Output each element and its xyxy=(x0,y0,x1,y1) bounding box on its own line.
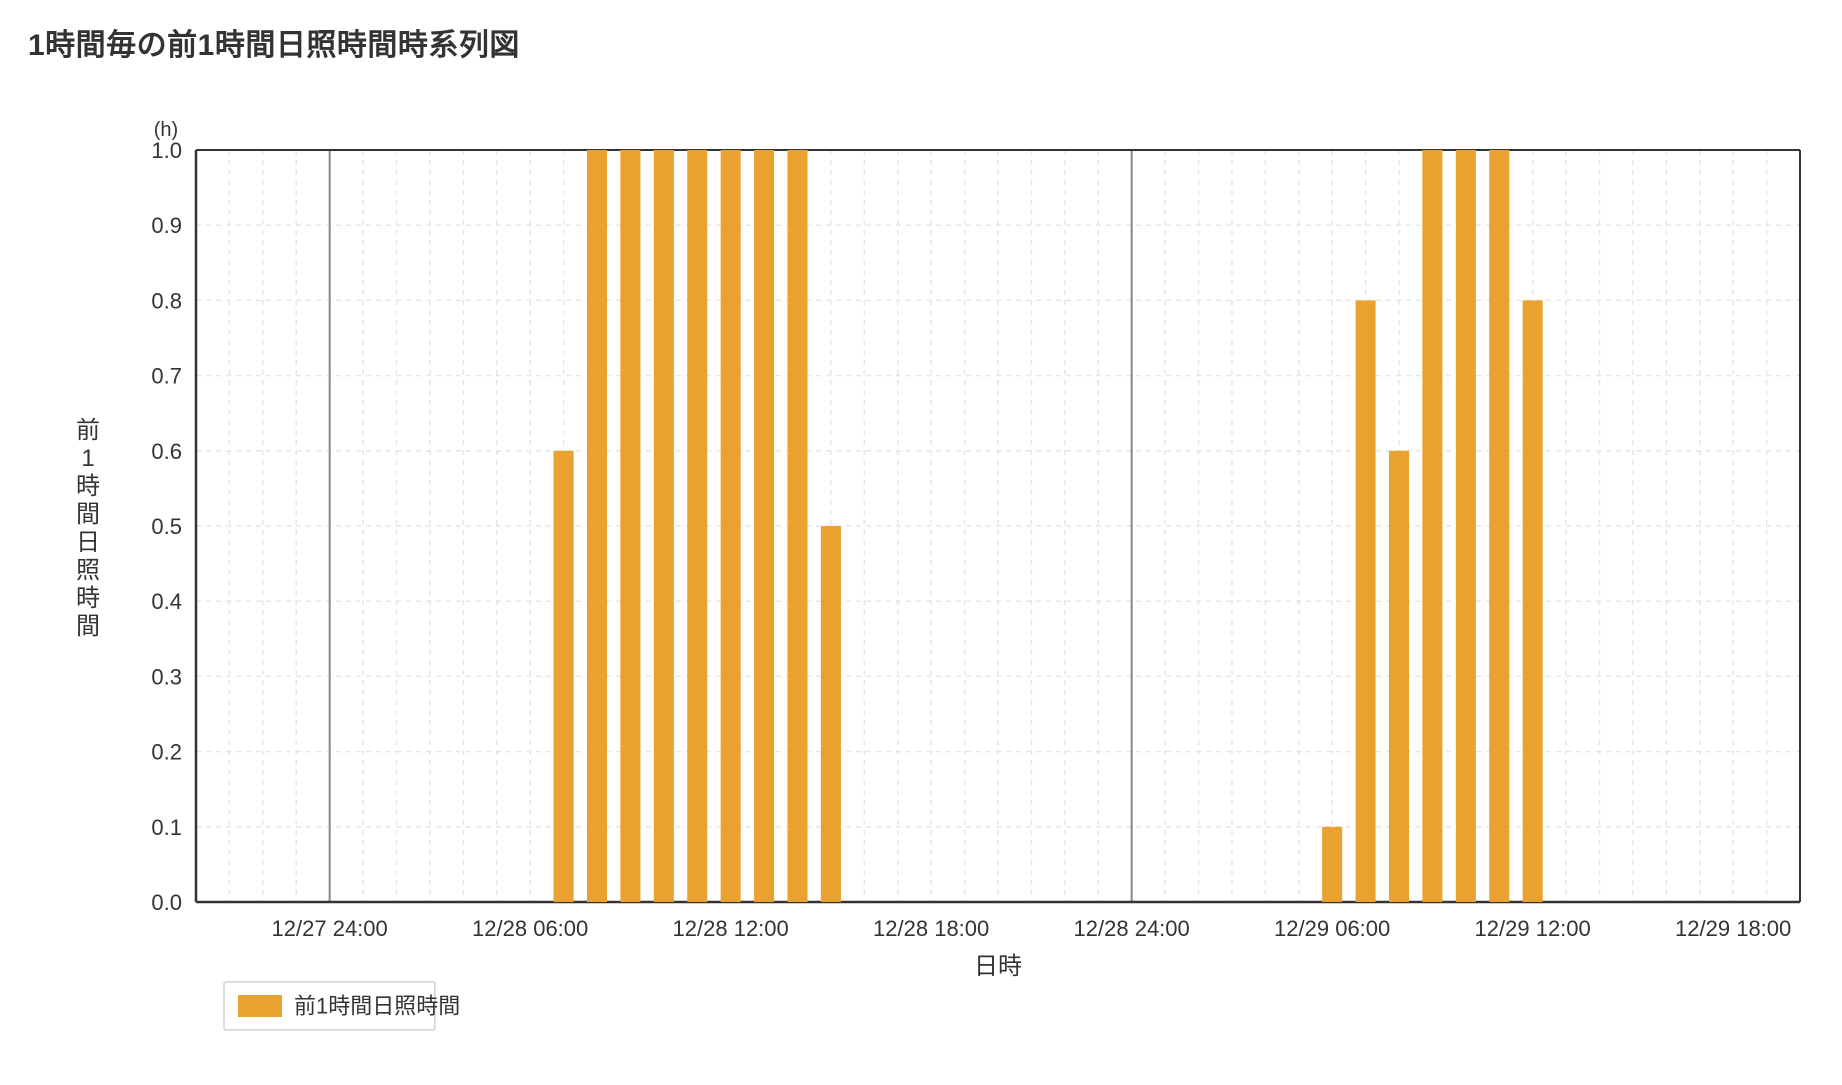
bar xyxy=(1489,150,1509,902)
svg-text:間: 間 xyxy=(76,501,100,528)
sunshine-bar-chart: (h)0.00.10.20.30.40.50.60.70.80.91.012/2… xyxy=(28,82,1818,1062)
svg-text:1.0: 1.0 xyxy=(151,138,182,163)
svg-text:12/27 24:00: 12/27 24:00 xyxy=(272,916,388,941)
bar xyxy=(654,150,674,902)
svg-text:1: 1 xyxy=(81,445,94,472)
bar xyxy=(1456,150,1476,902)
bar xyxy=(620,150,640,902)
svg-text:0.6: 0.6 xyxy=(151,439,182,464)
svg-text:間: 間 xyxy=(76,613,100,640)
svg-text:前1時間日照時間: 前1時間日照時間 xyxy=(294,994,460,1019)
svg-text:0.1: 0.1 xyxy=(151,815,182,840)
svg-text:0.7: 0.7 xyxy=(151,364,182,389)
svg-text:0.2: 0.2 xyxy=(151,740,182,765)
bar xyxy=(687,150,707,902)
svg-text:12/28 06:00: 12/28 06:00 xyxy=(472,916,588,941)
bar xyxy=(1389,451,1409,902)
chart-container: 1時間毎の前1時間日照時間時系列図 (h)0.00.10.20.30.40.50… xyxy=(0,0,1842,1085)
svg-text:0.8: 0.8 xyxy=(151,288,182,313)
svg-text:0.4: 0.4 xyxy=(151,589,182,614)
svg-text:0.0: 0.0 xyxy=(151,890,182,915)
svg-text:時: 時 xyxy=(76,473,100,500)
svg-text:日: 日 xyxy=(76,529,100,556)
bar xyxy=(587,150,607,902)
chart-title: 1時間毎の前1時間日照時間時系列図 xyxy=(28,20,1814,64)
bar xyxy=(754,150,774,902)
svg-text:0.3: 0.3 xyxy=(151,664,182,689)
svg-text:前: 前 xyxy=(76,417,100,444)
bar xyxy=(1523,300,1543,902)
svg-text:12/29 06:00: 12/29 06:00 xyxy=(1274,916,1390,941)
bar xyxy=(721,150,741,902)
svg-text:時: 時 xyxy=(76,585,100,612)
svg-text:0.9: 0.9 xyxy=(151,213,182,238)
svg-text:0.5: 0.5 xyxy=(151,514,182,539)
svg-text:12/28 24:00: 12/28 24:00 xyxy=(1074,916,1190,941)
chart-area: (h)0.00.10.20.30.40.50.60.70.80.91.012/2… xyxy=(28,82,1814,1062)
svg-text:照: 照 xyxy=(76,557,100,584)
legend: 前1時間日照時間 xyxy=(224,982,460,1030)
svg-text:12/28 12:00: 12/28 12:00 xyxy=(673,916,789,941)
bar xyxy=(1422,150,1442,902)
svg-text:12/28 18:00: 12/28 18:00 xyxy=(873,916,989,941)
svg-text:12/29 18:00: 12/29 18:00 xyxy=(1675,916,1791,941)
bar xyxy=(787,150,807,902)
svg-text:日時: 日時 xyxy=(974,953,1022,980)
bar xyxy=(1322,827,1342,902)
bar xyxy=(1356,300,1376,902)
bar xyxy=(554,451,574,902)
bar xyxy=(821,526,841,902)
svg-text:12/29 12:00: 12/29 12:00 xyxy=(1475,916,1591,941)
